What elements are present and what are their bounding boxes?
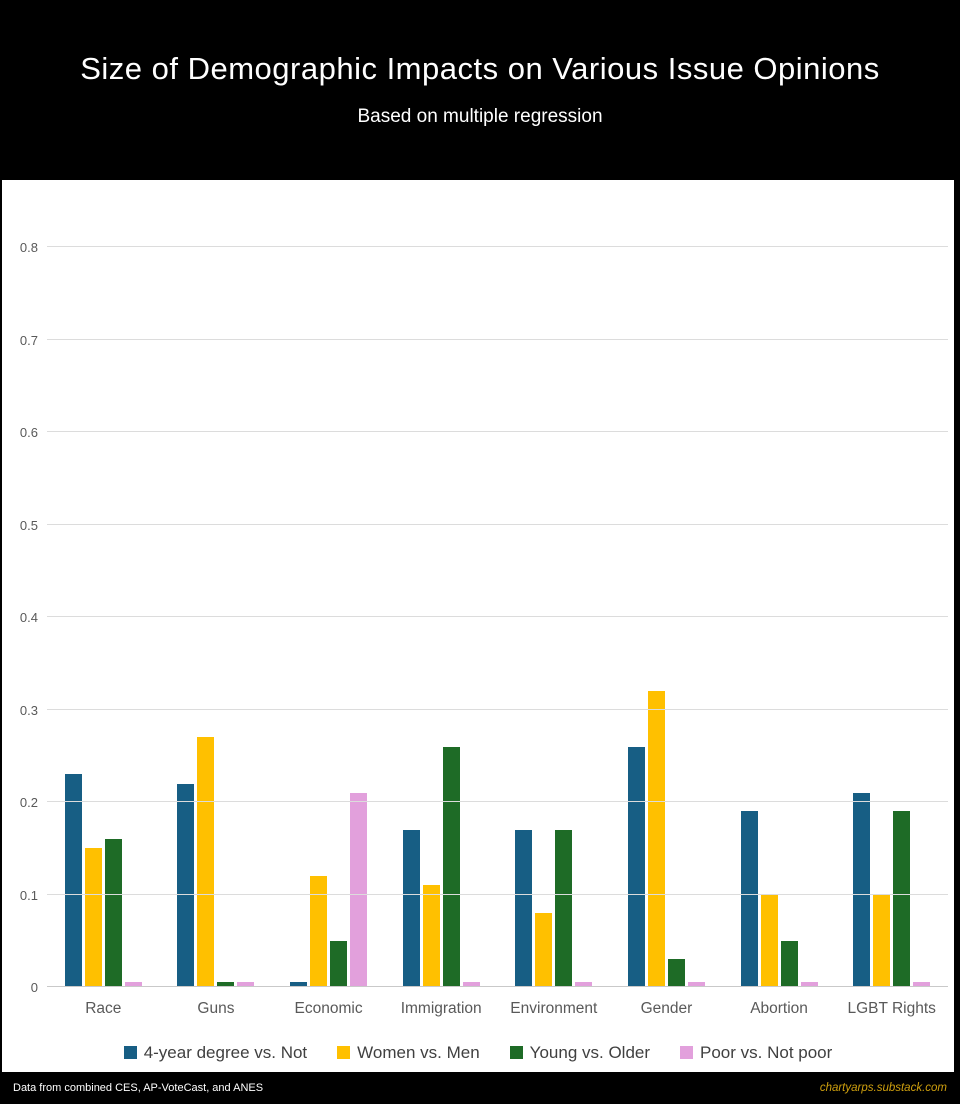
legend-item-poor-vs-not-poor: Poor vs. Not poor	[680, 1043, 832, 1063]
x-axis-label-lgbt-rights: LGBT Rights	[847, 1000, 936, 1017]
chart-footer: Data from combined CES, AP-VoteCast, and…	[0, 1072, 960, 1104]
bar-gender-4-year-degree-vs-not	[627, 746, 645, 987]
legend-item-women-vs-men: Women vs. Men	[337, 1043, 480, 1063]
bar-lgbt-rights-women-vs-men	[873, 894, 891, 987]
bar-gender-poor-vs-not-poor	[687, 982, 705, 987]
legend-label: 4-year degree vs. Not	[143, 1042, 308, 1062]
chart-header: Size of Demographic Impacts on Various I…	[0, 0, 960, 180]
bar-environment-young-vs-older	[555, 829, 573, 987]
bar-abortion-poor-vs-not-poor	[800, 982, 818, 987]
bar-group-immigration	[402, 746, 480, 987]
bar-race-poor-vs-not-poor	[124, 982, 142, 987]
y-tick-label-0.6: 0.6	[19, 425, 38, 440]
bar-immigration-women-vs-men	[422, 885, 440, 987]
bar-abortion-young-vs-older	[780, 940, 798, 987]
bar-group-environment	[515, 829, 593, 987]
bar-race-young-vs-older	[104, 839, 122, 987]
bar-immigration-poor-vs-not-poor	[462, 982, 480, 987]
bar-abortion-4-year-degree-vs-not	[740, 811, 758, 987]
y-tick-label-0.3: 0.3	[19, 702, 38, 718]
bar-economic-women-vs-men	[310, 876, 328, 987]
legend-item-4-year-degree-vs-not: 4-year degree vs. Not	[123, 1042, 308, 1063]
gridline-0.7	[47, 338, 948, 340]
x-axis-label-environment: Environment	[510, 1000, 598, 1017]
bar-gender-women-vs-men	[647, 691, 665, 987]
bar-lgbt-rights-young-vs-older	[893, 811, 911, 987]
bar-economic-young-vs-older	[330, 940, 348, 987]
plot-area: 0 0.1 0.2 0.3 0.4 0.5 0.6 0.7 0.8	[2, 180, 954, 995]
gridline-0.4	[47, 616, 948, 617]
bar-immigration-4-year-degree-vs-not	[402, 829, 420, 987]
gridline-0.8	[47, 246, 948, 247]
bar-environment-4-year-degree-vs-not	[515, 829, 533, 987]
legend-swatch-icon	[123, 1046, 137, 1059]
y-tick-label-0.7: 0.7	[19, 332, 38, 348]
x-axis-label-guns: Guns	[197, 1000, 235, 1017]
bar-economic-poor-vs-not-poor	[350, 792, 368, 987]
footer-credit: chartyarps.substack.com	[819, 1082, 947, 1094]
x-axis-label-gender: Gender	[640, 1000, 693, 1017]
footer-source: Data from combined CES, AP-VoteCast, and…	[13, 1082, 264, 1094]
y-tick-label-0.1: 0.1	[19, 887, 38, 903]
legend-label: Poor vs. Not poor	[700, 1042, 833, 1062]
bar-economic-4-year-degree-vs-not	[290, 982, 308, 987]
x-axis-label-abortion: Abortion	[750, 1000, 808, 1017]
gridline-0.2	[47, 801, 948, 802]
bar-lgbt-rights-poor-vs-not-poor	[913, 982, 931, 987]
bar-groups-container	[47, 180, 948, 987]
bar-race-women-vs-men	[84, 848, 102, 987]
bar-environment-women-vs-men	[535, 913, 553, 987]
y-tick-label-0.8: 0.8	[19, 240, 38, 255]
x-axis-label-race: Race	[85, 1000, 122, 1017]
legend-swatch-icon	[680, 1046, 694, 1059]
chart-title: Size of Demographic Impacts on Various I…	[80, 51, 880, 86]
bar-immigration-young-vs-older	[442, 746, 460, 987]
x-axis-label-economic: Economic	[294, 1000, 363, 1017]
bar-group-guns	[177, 737, 255, 987]
gridline-0.5	[47, 523, 948, 525]
bar-lgbt-rights-4-year-degree-vs-not	[853, 792, 871, 987]
bar-abortion-women-vs-men	[760, 894, 778, 987]
gridline-0.6	[47, 431, 948, 432]
bar-group-abortion	[740, 811, 818, 987]
chart-panel: 0 0.1 0.2 0.3 0.4 0.5 0.6 0.7 0.8 Race Guns Econom…	[2, 180, 954, 1072]
gridline-0	[47, 986, 948, 987]
bar-race-4-year-degree-vs-not	[64, 774, 82, 987]
bar-guns-women-vs-men	[197, 737, 215, 987]
y-tick-label-0: 0	[30, 980, 38, 995]
legend: 4-year degree vs. Not Women vs. Men Young …	[2, 1033, 954, 1072]
legend-swatch-icon	[337, 1046, 351, 1059]
y-tick-label-0.4: 0.4	[19, 610, 38, 625]
bar-environment-poor-vs-not-poor	[575, 982, 593, 987]
bar-group-gender	[627, 691, 705, 987]
legend-label: Women vs. Men	[357, 1042, 480, 1062]
bar-group-race	[64, 774, 142, 987]
bar-gender-young-vs-older	[667, 959, 685, 987]
bar-guns-young-vs-older	[217, 982, 235, 987]
chart-subtitle: Based on multiple regression	[357, 106, 603, 128]
gridline-0.3	[47, 708, 948, 710]
legend-item-young-vs-older: Young vs. Older	[509, 1042, 651, 1063]
y-tick-label-0.5: 0.5	[19, 517, 38, 533]
bar-guns-poor-vs-not-poor	[237, 982, 255, 987]
legend-swatch-icon	[509, 1046, 523, 1059]
x-axis-label-immigration: Immigration	[400, 1000, 482, 1017]
x-axis-labels: Race Guns Economic Immigration Environment Ge…	[47, 987, 948, 1033]
bar-group-lgbt-rights	[853, 792, 931, 987]
bar-group-economic	[290, 792, 368, 987]
legend-label: Young vs. Older	[529, 1042, 651, 1062]
gridline-0.1	[47, 893, 948, 895]
bar-guns-4-year-degree-vs-not	[177, 783, 195, 987]
y-tick-label-0.2: 0.2	[19, 795, 38, 810]
